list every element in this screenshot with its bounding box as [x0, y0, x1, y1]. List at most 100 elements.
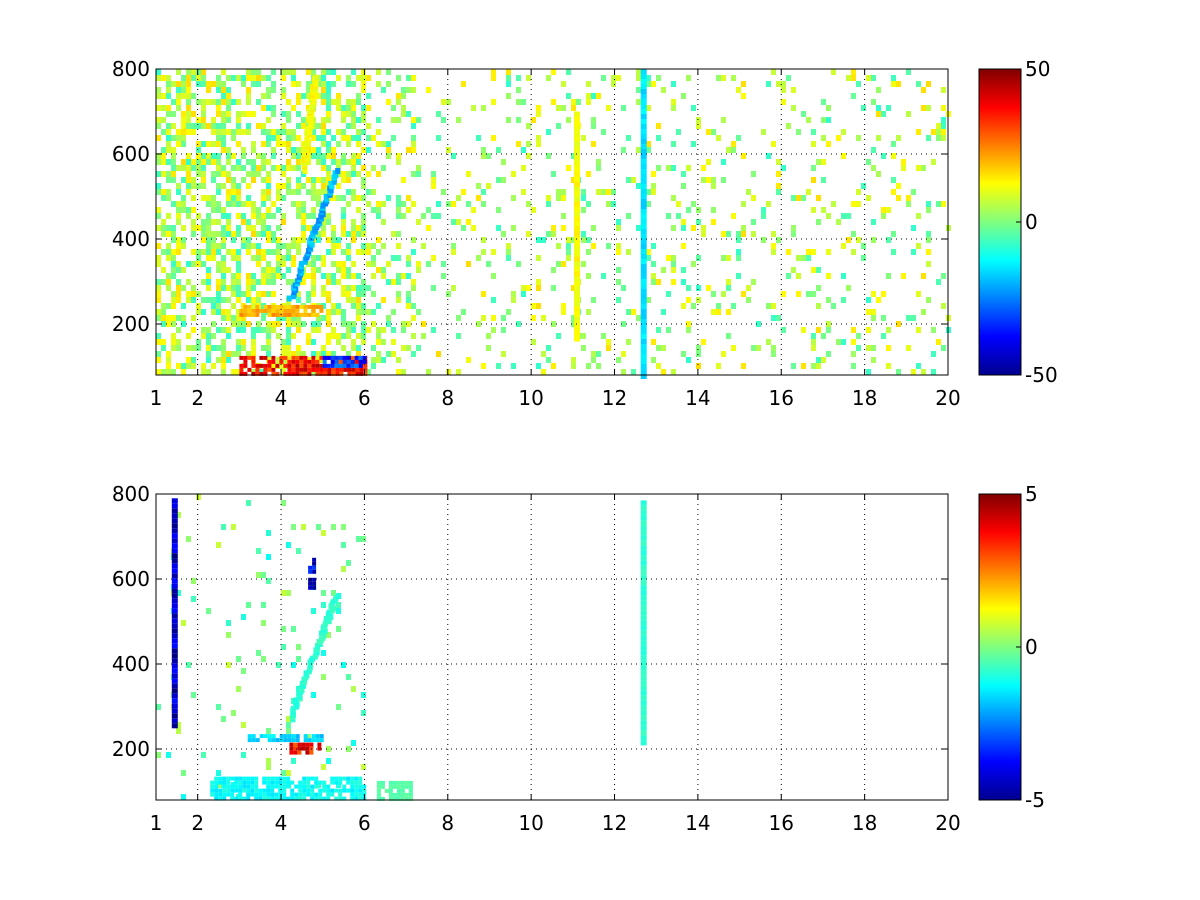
- top-heatmap-cell: [236, 267, 241, 273]
- top-y-tick-label: 400: [112, 227, 150, 251]
- bottom-heatmap-cell: [293, 746, 298, 751]
- top-heatmap-cell: [341, 219, 346, 225]
- top-heatmap-cell: [239, 367, 244, 372]
- top-heatmap-cell: [491, 297, 496, 303]
- bottom-heatmap-cell: [262, 796, 267, 801]
- top-heatmap-cell: [574, 211, 580, 217]
- top-heatmap-cell: [891, 153, 896, 159]
- bottom-heatmap-cell: [334, 796, 339, 801]
- top-heatmap-cell: [261, 75, 266, 81]
- top-heatmap-cell: [511, 195, 516, 201]
- top-heatmap-cell: [286, 249, 291, 255]
- top-heatmap-cell: [396, 357, 401, 363]
- bottom-heatmap-cell: [266, 764, 271, 770]
- top-heatmap-cell: [296, 183, 301, 189]
- top-heatmap-cell: [206, 267, 211, 273]
- top-heatmap-cell: [241, 321, 246, 327]
- bottom-heatmap-cell: [293, 750, 298, 755]
- top-heatmap-cell: [296, 147, 301, 153]
- top-heatmap-cell: [481, 315, 486, 321]
- top-heatmap-cell: [321, 291, 326, 297]
- bottom-heatmap-cell: [312, 557, 317, 562]
- top-heatmap-cell: [351, 219, 356, 225]
- top-heatmap-cell: [316, 147, 321, 153]
- top-heatmap-cell: [191, 315, 196, 321]
- top-heatmap-cell: [171, 291, 176, 297]
- top-heatmap-cell: [342, 359, 347, 364]
- bottom-heatmap-cell: [316, 782, 321, 788]
- top-heatmap-cell: [316, 93, 321, 99]
- top-heatmap-cell: [326, 309, 331, 315]
- top-heatmap-cell: [640, 149, 647, 154]
- top-heatmap-cell: [616, 243, 621, 249]
- bottom-heatmap-cell: [259, 734, 264, 739]
- top-heatmap-cell: [371, 345, 376, 351]
- bottom-heatmap-cell: [247, 738, 252, 743]
- bottom-heatmap-cell: [278, 788, 283, 793]
- bottom-heatmap-cell: [358, 796, 363, 801]
- top-heatmap-cell: [266, 141, 271, 147]
- top-heatmap-cell: [236, 339, 241, 345]
- top-heatmap-cell: [211, 123, 216, 129]
- top-heatmap-cell: [566, 93, 571, 99]
- top-heatmap-cell: [371, 207, 376, 213]
- top-heatmap-cell: [186, 261, 191, 267]
- top-heatmap-cell: [640, 349, 647, 354]
- bottom-heatmap-cell: [312, 565, 317, 570]
- bottom-heatmap-cell: [361, 692, 366, 698]
- top-heatmap-cell: [266, 333, 271, 339]
- top-x-tick-label: 18: [852, 386, 877, 410]
- top-heatmap-cell: [371, 189, 376, 195]
- top-heatmap-cell: [366, 75, 371, 81]
- top-heatmap-cell: [287, 371, 292, 376]
- top-heatmap-cell: [246, 297, 251, 303]
- bottom-x-tick-label: 14: [685, 811, 710, 835]
- bottom-heatmap-cell: [404, 780, 409, 785]
- top-heatmap-cell: [326, 87, 331, 93]
- top-colorbar: 500-50: [978, 57, 1058, 387]
- bottom-heatmap-cell: [176, 722, 181, 728]
- top-heatmap-cell: [941, 129, 946, 135]
- top-heatmap-cell: [791, 87, 796, 93]
- top-heatmap-cell: [181, 315, 186, 321]
- top-heatmap-cell: [346, 327, 351, 333]
- top-heatmap-cell: [246, 291, 251, 297]
- top-heatmap-cell: [536, 303, 541, 309]
- top-heatmap-cell: [326, 93, 331, 99]
- top-heatmap-cell: [406, 207, 411, 213]
- top-heatmap-cell: [166, 189, 171, 195]
- bottom-heatmap-cell: [254, 788, 259, 793]
- top-heatmap-cell: [221, 351, 226, 357]
- bottom-heatmap-cell: [296, 656, 301, 662]
- bottom-heatmap-cell: [361, 764, 366, 770]
- bottom-heatmap-cell: [291, 662, 296, 668]
- top-heatmap-cell: [506, 117, 511, 123]
- top-heatmap-cell: [261, 225, 266, 231]
- top-heatmap-cell: [776, 159, 781, 165]
- top-heatmap-cell: [651, 279, 656, 285]
- bottom-heatmap-cell: [266, 780, 271, 785]
- top-heatmap-cell: [481, 153, 486, 159]
- top-heatmap-cell: [241, 339, 246, 345]
- top-heatmap-cell: [291, 147, 296, 153]
- bottom-heatmap-cell: [341, 542, 346, 548]
- top-heatmap-cell: [347, 371, 352, 376]
- bottom-heatmap-cell: [640, 515, 647, 521]
- top-heatmap-cell: [726, 279, 731, 285]
- top-heatmap-cell: [206, 369, 211, 375]
- top-heatmap-cell: [171, 297, 176, 303]
- top-heatmap-cell: [226, 297, 231, 303]
- top-heatmap-cell: [856, 81, 861, 87]
- top-heatmap-cell: [186, 81, 191, 87]
- top-heatmap-cell: [766, 81, 771, 87]
- bottom-x-tick-label: 12: [602, 811, 627, 835]
- top-heatmap-cell: [406, 261, 411, 267]
- top-heatmap-cell: [216, 345, 221, 351]
- top-heatmap-cell: [356, 135, 361, 141]
- top-heatmap-cell: [726, 147, 731, 153]
- bottom-heatmap-cell: [186, 536, 191, 542]
- top-heatmap-cell: [236, 279, 241, 285]
- top-heatmap-cell: [441, 117, 446, 123]
- top-heatmap-cell: [166, 123, 171, 129]
- top-heatmap-cell: [316, 195, 321, 201]
